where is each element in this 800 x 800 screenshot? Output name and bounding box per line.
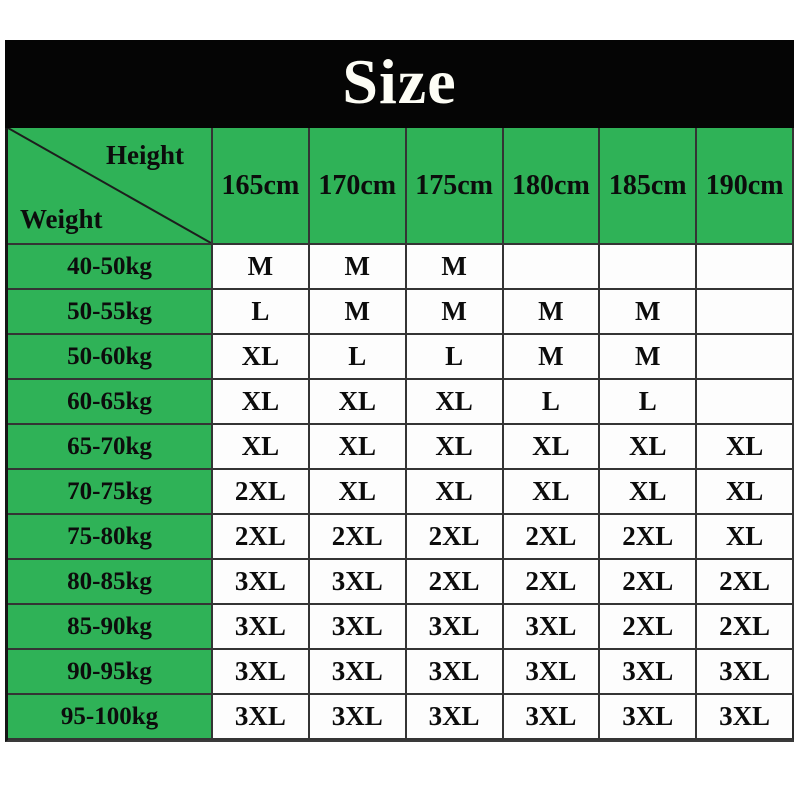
size-cell: 2XL xyxy=(503,560,601,605)
size-table: Height Weight 165cm 170cm 175cm 180cm 18… xyxy=(5,128,794,742)
row-header-weight: 90-95kg xyxy=(8,650,213,695)
size-cell: XL xyxy=(213,380,310,425)
size-cell xyxy=(600,245,698,290)
size-cell: M xyxy=(309,245,407,290)
size-cell: XL xyxy=(600,470,698,515)
row-header-weight: 40-50kg xyxy=(8,245,213,290)
size-cell: XL xyxy=(503,425,601,470)
column-header-175cm: 175cm xyxy=(406,128,504,245)
size-cell: L xyxy=(503,380,601,425)
row-header-weight: 60-65kg xyxy=(8,380,213,425)
title-band: Size xyxy=(5,40,794,128)
column-header-label: 165cm xyxy=(221,169,300,201)
size-cell: M xyxy=(503,290,601,335)
size-cell: 3XL xyxy=(503,695,601,740)
weight-axis-label: Weight xyxy=(20,204,103,234)
size-cell: 3XL xyxy=(697,695,794,740)
size-cell: M xyxy=(600,290,698,335)
size-cell: 2XL xyxy=(406,515,504,560)
size-cell: 3XL xyxy=(309,605,407,650)
size-cell: 3XL xyxy=(309,650,407,695)
size-cell: L xyxy=(213,290,310,335)
size-cell: 2XL xyxy=(697,560,794,605)
size-cell: XL xyxy=(503,470,601,515)
size-cell: XL xyxy=(309,470,407,515)
size-cell: 3XL xyxy=(697,650,794,695)
size-cell: XL xyxy=(406,425,504,470)
size-cell: M xyxy=(213,245,310,290)
size-cell: 3XL xyxy=(406,605,504,650)
row-header-weight: 50-55kg xyxy=(8,290,213,335)
row-header-weight: 65-70kg xyxy=(8,425,213,470)
size-cell: 3XL xyxy=(213,650,310,695)
size-cell: 2XL xyxy=(213,515,310,560)
column-header-label: 170cm xyxy=(318,169,397,201)
column-header-180cm: 180cm xyxy=(503,128,601,245)
row-header-weight: 50-60kg xyxy=(8,335,213,380)
column-header-165cm: 165cm xyxy=(213,128,310,245)
size-cell: 3XL xyxy=(406,695,504,740)
size-cell: 3XL xyxy=(213,560,310,605)
column-header-label: 190cm xyxy=(705,169,784,201)
column-header-label: 185cm xyxy=(608,169,687,201)
size-cell: M xyxy=(406,245,504,290)
column-header-185cm: 185cm xyxy=(600,128,698,245)
size-cell: XL xyxy=(697,515,794,560)
size-cell: L xyxy=(406,335,504,380)
size-cell: 2XL xyxy=(600,605,698,650)
size-cell xyxy=(503,245,601,290)
size-cell: 3XL xyxy=(406,650,504,695)
size-cell: 2XL xyxy=(600,560,698,605)
size-cell: 3XL xyxy=(309,695,407,740)
size-cell xyxy=(697,380,794,425)
size-cell: 3XL xyxy=(503,650,601,695)
page-title: Size xyxy=(342,46,457,117)
size-cell: M xyxy=(503,335,601,380)
size-cell: 3XL xyxy=(600,650,698,695)
size-cell: 2XL xyxy=(406,560,504,605)
size-cell: 3XL xyxy=(503,605,601,650)
size-cell: XL xyxy=(697,425,794,470)
size-cell: L xyxy=(600,380,698,425)
size-cell: L xyxy=(309,335,407,380)
diagonal-divider-line xyxy=(8,128,211,243)
size-cell: 3XL xyxy=(213,605,310,650)
size-cell: XL xyxy=(600,425,698,470)
size-cell: 3XL xyxy=(213,695,310,740)
size-cell: M xyxy=(600,335,698,380)
size-cell: XL xyxy=(697,470,794,515)
size-chart-sheet: Size Height Weight 165cm 170cm 175cm 180… xyxy=(5,40,794,742)
size-cell: XL xyxy=(406,380,504,425)
size-cell xyxy=(697,335,794,380)
row-header-weight: 80-85kg xyxy=(8,560,213,605)
size-cell xyxy=(697,290,794,335)
row-header-weight: 85-90kg xyxy=(8,605,213,650)
size-cell: XL xyxy=(213,335,310,380)
size-cell: XL xyxy=(309,380,407,425)
size-cell: 3XL xyxy=(309,560,407,605)
size-cell: M xyxy=(309,290,407,335)
column-header-label: 180cm xyxy=(512,169,590,201)
size-cell xyxy=(697,245,794,290)
column-header-170cm: 170cm xyxy=(309,128,407,245)
size-cell: XL xyxy=(406,470,504,515)
size-cell: 2XL xyxy=(213,470,310,515)
size-cell: 2XL xyxy=(309,515,407,560)
size-cell: M xyxy=(406,290,504,335)
row-header-weight: 95-100kg xyxy=(8,695,213,740)
column-header-label: 175cm xyxy=(415,169,493,201)
size-cell: 2XL xyxy=(697,605,794,650)
size-cell: 3XL xyxy=(600,695,698,740)
size-cell: XL xyxy=(309,425,407,470)
column-header-190cm: 190cm xyxy=(697,128,794,245)
size-cell: XL xyxy=(213,425,310,470)
height-axis-label: Height xyxy=(106,140,184,170)
row-header-weight: 75-80kg xyxy=(8,515,213,560)
row-header-weight: 70-75kg xyxy=(8,470,213,515)
corner-header-cell: Height Weight xyxy=(8,128,213,245)
size-cell: 2XL xyxy=(600,515,698,560)
size-cell: 2XL xyxy=(503,515,601,560)
